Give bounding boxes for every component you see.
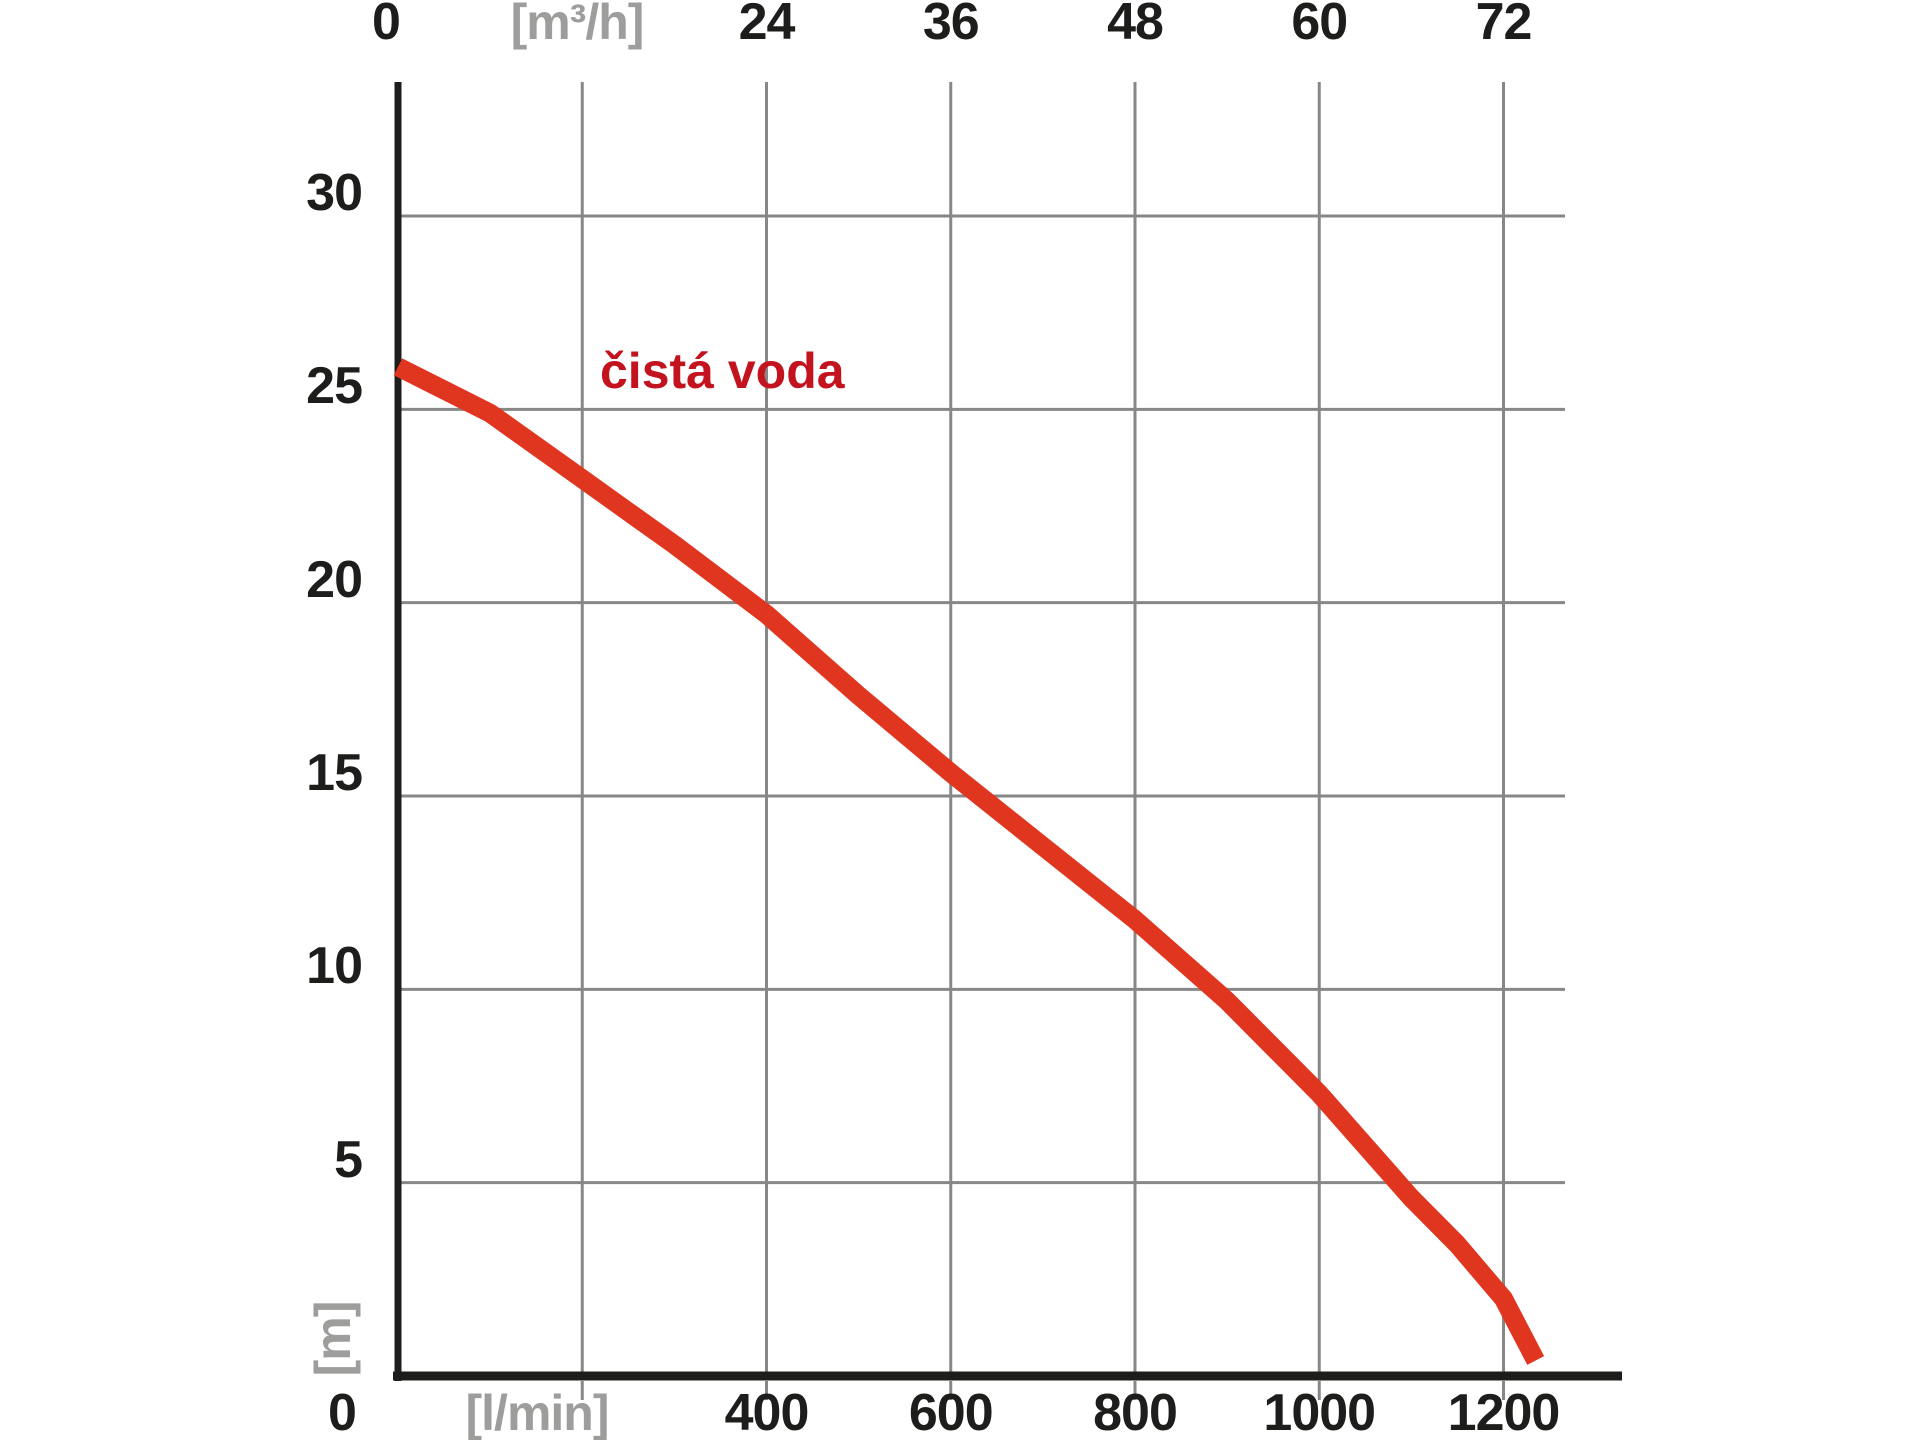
bottom-axis-tick-label: 600	[908, 1384, 994, 1440]
bottom-axis-tick-label: 400	[724, 1384, 810, 1440]
left-axis-tick-label: 20	[306, 550, 363, 609]
top-axis-origin-label: 0	[372, 0, 401, 51]
bottom-axis-tick-label: 1000	[1263, 1384, 1376, 1440]
top-axis-tick-label: 72	[1475, 0, 1533, 51]
left-axis-tick-label: 25	[306, 357, 363, 416]
top-axis-tick-label: 24	[738, 0, 796, 51]
top-axis-tick-label: 48	[1107, 0, 1164, 51]
left-axis-tick-label: 30	[306, 163, 363, 222]
top-axis-tick-label: 36	[922, 0, 980, 51]
top-axis-tick-label: 60	[1291, 0, 1348, 51]
left-axis-tick-label: 5	[334, 1130, 363, 1189]
pump-curve	[393, 358, 1545, 1365]
top-axis-unit-label: [m³/h]	[510, 0, 645, 50]
left-axis-tick-label: 15	[306, 743, 363, 802]
left-axis-unit-label: [m]	[305, 1301, 361, 1377]
bottom-axis-unit-label: [l/min]	[465, 1385, 610, 1440]
origin-label: 0	[328, 1384, 357, 1440]
bottom-axis-tick-label: 1200	[1447, 1384, 1561, 1440]
series-label: čistá voda	[600, 343, 845, 399]
left-axis-tick-label: 10	[306, 937, 363, 996]
bottom-axis-tick-label: 800	[1093, 1384, 1178, 1440]
